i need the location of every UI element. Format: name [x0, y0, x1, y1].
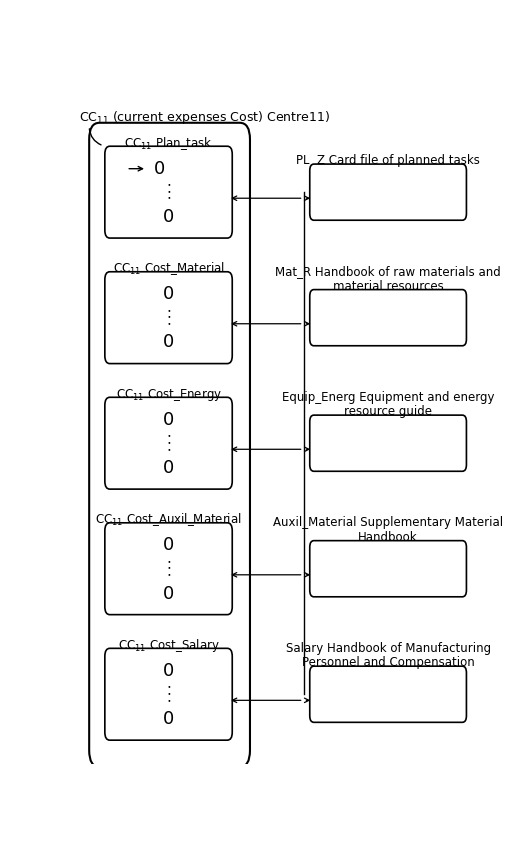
FancyBboxPatch shape [105, 272, 232, 364]
Text: ⋅: ⋅ [166, 303, 171, 318]
Text: 0: 0 [163, 411, 174, 429]
FancyBboxPatch shape [89, 123, 250, 767]
Text: ⋅: ⋅ [166, 442, 171, 456]
FancyBboxPatch shape [105, 146, 232, 238]
Text: Personnel and Compensation: Personnel and Compensation [302, 656, 475, 669]
Text: 0: 0 [163, 285, 174, 303]
FancyBboxPatch shape [310, 290, 467, 346]
Text: ⋅: ⋅ [166, 554, 171, 569]
Text: CC$_{11}$ Plan_task: CC$_{11}$ Plan_task [124, 135, 213, 152]
Text: 0: 0 [154, 160, 165, 178]
FancyBboxPatch shape [310, 541, 467, 597]
Text: Salary Handbook of Manufacturing: Salary Handbook of Manufacturing [286, 642, 491, 655]
Text: material resources: material resources [332, 280, 444, 293]
Text: ⋅: ⋅ [166, 316, 171, 331]
Text: 0: 0 [163, 334, 174, 352]
Text: 0: 0 [163, 208, 174, 226]
Text: CC$_{11}$ Cost_Auxil_Material: CC$_{11}$ Cost_Auxil_Material [95, 511, 242, 528]
Text: Auxil_Material Supplementary Material: Auxil_Material Supplementary Material [273, 517, 503, 529]
Text: CC$_{11}$ (current expenses Cost) Centre11): CC$_{11}$ (current expenses Cost) Centre… [79, 109, 330, 126]
Text: ⋅: ⋅ [166, 178, 171, 192]
Text: resource guide: resource guide [344, 406, 432, 419]
Text: ⋅: ⋅ [166, 184, 171, 199]
Text: 0: 0 [163, 536, 174, 554]
FancyBboxPatch shape [310, 666, 467, 722]
Text: 0: 0 [163, 662, 174, 680]
Text: 0: 0 [163, 710, 174, 728]
Text: CC$_{11}$ Cost_Salary: CC$_{11}$ Cost_Salary [118, 637, 219, 654]
Text: ⋅: ⋅ [166, 310, 171, 324]
Text: CC$_{11}$ Cost_Energy: CC$_{11}$ Cost_Energy [115, 387, 222, 402]
Text: ⋅: ⋅ [166, 680, 171, 694]
Text: Equip_Energ Equipment and energy: Equip_Energ Equipment and energy [282, 391, 494, 404]
Text: ⋅: ⋅ [166, 190, 171, 206]
Text: Handbook: Handbook [358, 531, 418, 544]
Text: ⋅: ⋅ [166, 560, 171, 576]
Text: 0: 0 [163, 459, 174, 477]
FancyBboxPatch shape [105, 397, 232, 489]
Text: 0: 0 [163, 584, 174, 602]
Text: Mat_R Handbook of raw materials and: Mat_R Handbook of raw materials and [275, 265, 501, 278]
FancyBboxPatch shape [310, 415, 467, 471]
Text: ⋅: ⋅ [166, 692, 171, 708]
Text: ⋅: ⋅ [166, 567, 171, 583]
FancyBboxPatch shape [105, 649, 232, 740]
Text: CC$_{11}$ Cost_Material: CC$_{11}$ Cost_Material [113, 260, 225, 277]
FancyBboxPatch shape [310, 164, 467, 221]
Text: PL  Z Card file of planned tasks: PL Z Card file of planned tasks [296, 154, 480, 167]
Text: ⋅: ⋅ [166, 686, 171, 701]
Text: ⋅: ⋅ [166, 428, 171, 444]
FancyBboxPatch shape [105, 523, 232, 614]
Text: ⋅: ⋅ [166, 435, 171, 450]
